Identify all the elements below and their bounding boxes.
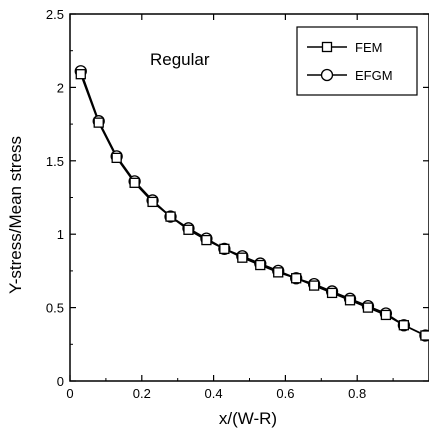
data-point-fem (129, 177, 140, 188)
x-tick-label: 0 (66, 386, 73, 401)
series-efgm (80, 70, 426, 337)
data-point-fem (398, 320, 410, 331)
data-point-fem (237, 252, 248, 263)
data-point-fem (308, 280, 320, 291)
data-point-fem (219, 243, 230, 255)
y-tick-label: 0 (57, 374, 64, 389)
series-line-fem (80, 73, 426, 337)
data-point-fem (201, 234, 212, 246)
legend: FEM EFGM (296, 26, 418, 96)
x-tick-label: 0.8 (348, 386, 366, 401)
series-fem (80, 73, 426, 337)
legend-marker-efgm (320, 68, 334, 82)
data-point-fem (111, 152, 122, 164)
y-axis-title: Y-stress/Mean stress (6, 136, 25, 294)
x-tick-label: 0.4 (205, 386, 223, 401)
data-point-fem (344, 295, 356, 306)
data-point-fem (326, 287, 338, 299)
y-tick-label: 2.5 (46, 7, 64, 22)
chart-annotation: Regular (150, 50, 210, 69)
data-point-fem (291, 273, 302, 284)
data-point-fem (255, 259, 266, 271)
legend-label-fem: FEM (355, 40, 382, 55)
data-point-fem (380, 309, 392, 321)
series-line-efgm (80, 70, 426, 337)
legend-box (296, 26, 418, 96)
data-point-fem (420, 330, 429, 341)
data-point-fem (75, 69, 86, 80)
x-axis-title: x/(W-R) (219, 409, 277, 428)
data-point-fem (183, 224, 194, 235)
markers-fem (75, 69, 429, 341)
x-tick-label: 0.2 (133, 386, 151, 401)
x-tick-label: 0.6 (276, 386, 294, 401)
y-tick-label: 2 (57, 80, 64, 95)
markers-efgm (74, 65, 429, 342)
legend-label-efgm: EFGM (355, 68, 393, 83)
data-point-fem (165, 211, 176, 222)
data-point-fem (93, 117, 104, 128)
y-tick-label: 1 (57, 227, 64, 242)
data-point-fem (362, 302, 374, 313)
data-point-fem (273, 267, 284, 278)
data-point-fem (147, 196, 158, 208)
y-tick-label: 1.5 (46, 154, 64, 169)
y-tick-label: 0.5 (46, 301, 64, 316)
legend-marker-fem (321, 41, 333, 53)
